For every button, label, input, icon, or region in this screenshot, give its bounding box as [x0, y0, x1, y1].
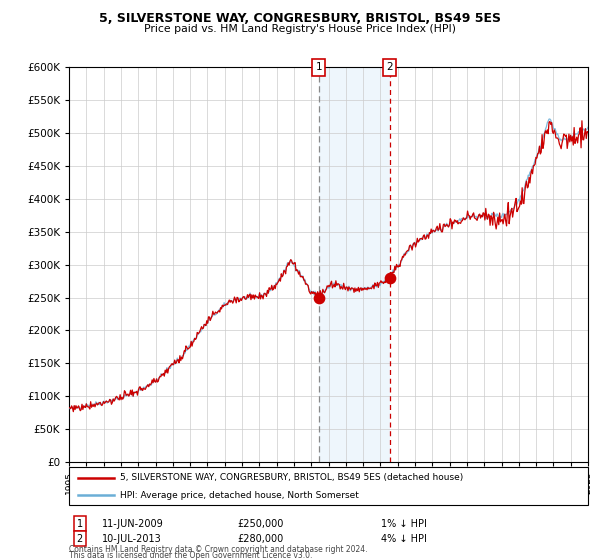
Text: £250,000: £250,000 — [237, 519, 283, 529]
Text: 4% ↓ HPI: 4% ↓ HPI — [381, 534, 427, 544]
Text: This data is licensed under the Open Government Licence v3.0.: This data is licensed under the Open Gov… — [69, 551, 313, 560]
Text: Contains HM Land Registry data © Crown copyright and database right 2024.: Contains HM Land Registry data © Crown c… — [69, 545, 367, 554]
Text: HPI: Average price, detached house, North Somerset: HPI: Average price, detached house, Nort… — [120, 491, 359, 500]
Text: 11-JUN-2009: 11-JUN-2009 — [102, 519, 164, 529]
Text: 5, SILVERSTONE WAY, CONGRESBURY, BRISTOL, BS49 5ES (detached house): 5, SILVERSTONE WAY, CONGRESBURY, BRISTOL… — [120, 473, 463, 482]
Point — [314, 293, 323, 302]
Bar — [319, 67, 389, 462]
Text: 5, SILVERSTONE WAY, CONGRESBURY, BRISTOL, BS49 5ES: 5, SILVERSTONE WAY, CONGRESBURY, BRISTOL… — [99, 12, 501, 25]
Text: 1: 1 — [77, 519, 83, 529]
Text: 1: 1 — [316, 62, 322, 72]
Text: 1% ↓ HPI: 1% ↓ HPI — [381, 519, 427, 529]
Text: 10-JUL-2013: 10-JUL-2013 — [102, 534, 162, 544]
Text: £280,000: £280,000 — [237, 534, 283, 544]
Text: 2: 2 — [386, 62, 393, 72]
Text: 2: 2 — [77, 534, 83, 544]
Text: Price paid vs. HM Land Registry's House Price Index (HPI): Price paid vs. HM Land Registry's House … — [144, 24, 456, 34]
Point — [385, 273, 394, 282]
